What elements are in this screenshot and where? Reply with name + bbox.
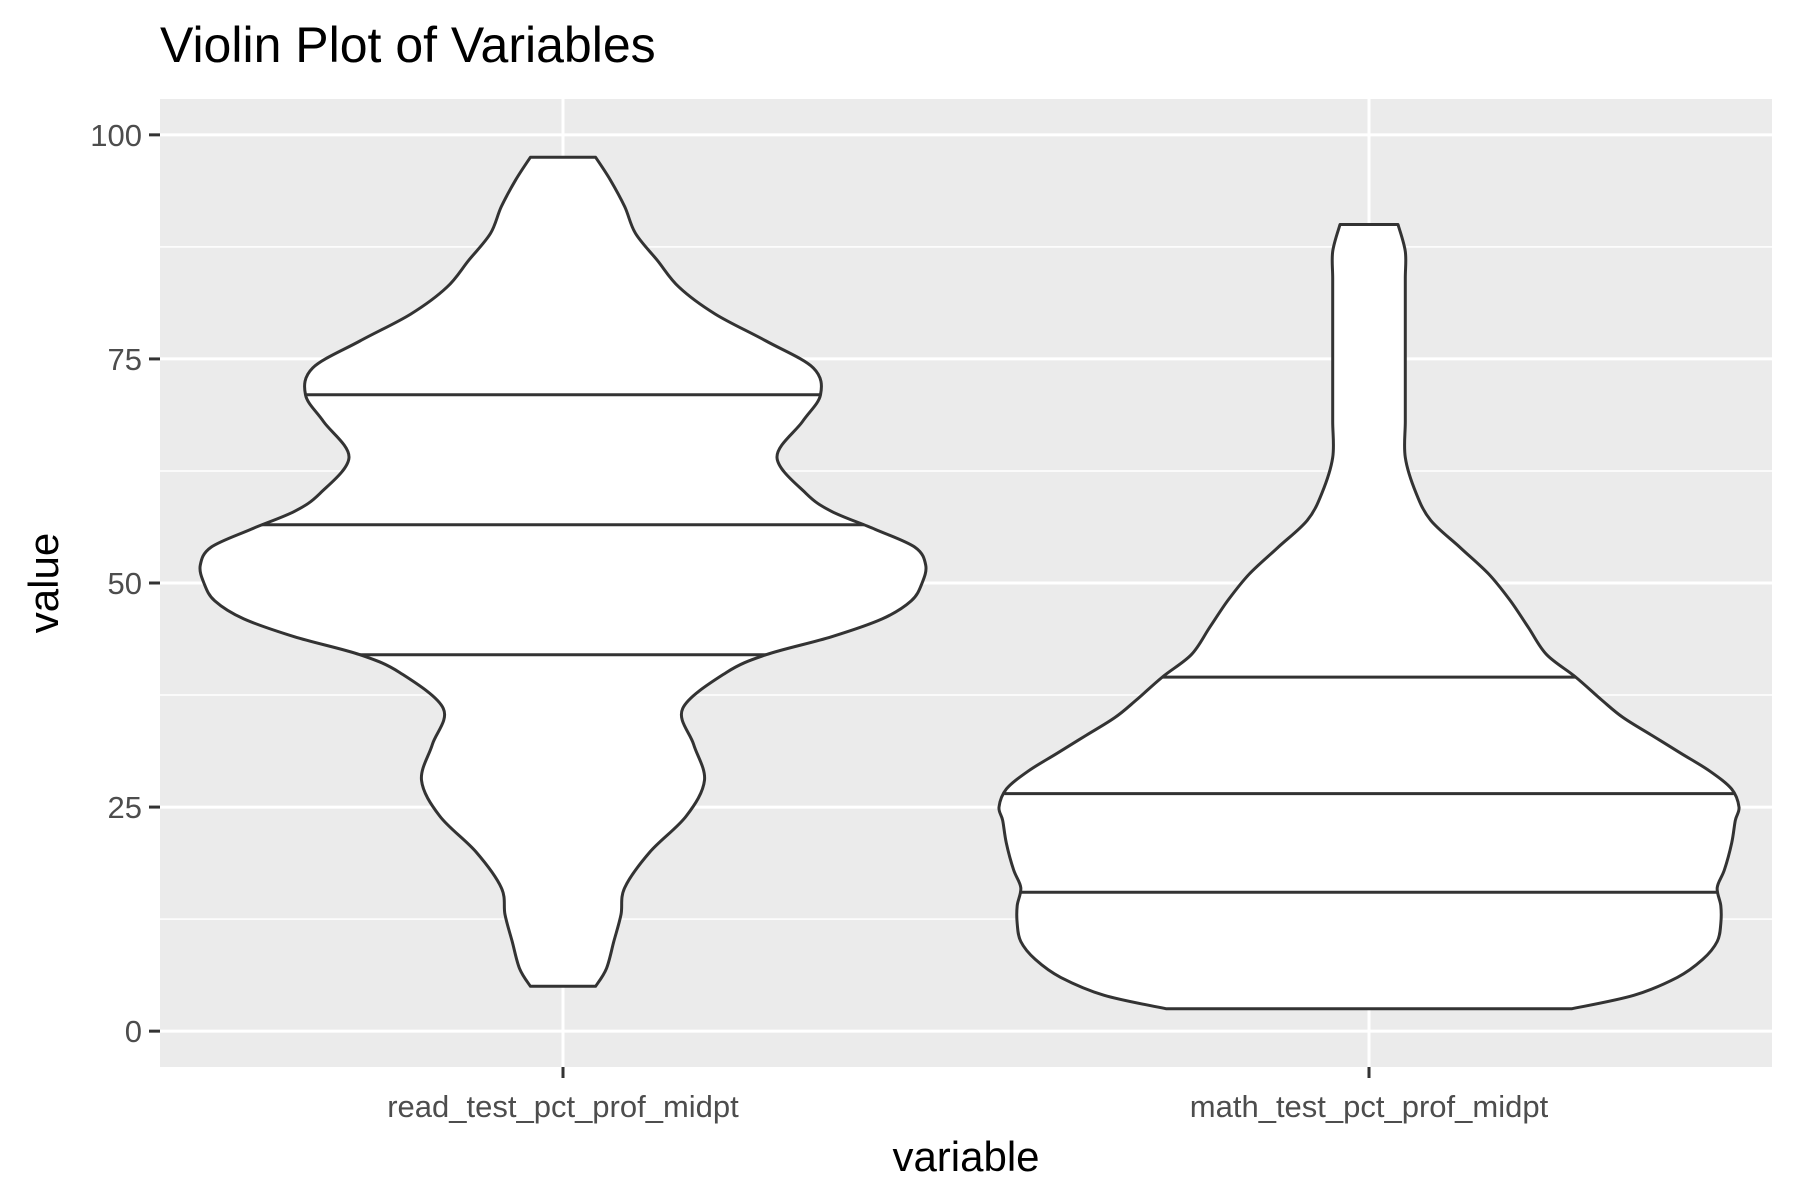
violin-shape [198, 155, 928, 988]
violin-read_test_pct_prof_midpt [198, 155, 928, 988]
x-tick-label: read_test_pct_prof_midpt [387, 1089, 739, 1124]
y-axis-title: value [20, 533, 67, 633]
y-tick-label: 75 [108, 342, 142, 377]
y-tick-label: 100 [90, 118, 142, 153]
x-axis-title: variable [892, 1133, 1039, 1180]
violin-shape [997, 223, 1741, 1011]
chart-title: Violin Plot of Variables [160, 17, 656, 73]
y-tick-label: 0 [125, 1014, 142, 1049]
violins [198, 155, 1741, 1011]
x-tick-label: math_test_pct_prof_midpt [1190, 1089, 1549, 1124]
y-tick-label: 25 [108, 790, 142, 825]
axes: 0 25 50 75 100 read_test_pct_prof_midpt math_t… [90, 118, 1548, 1124]
y-tick-label: 50 [108, 566, 142, 601]
violin-math_test_pct_prof_midpt [997, 223, 1741, 1011]
